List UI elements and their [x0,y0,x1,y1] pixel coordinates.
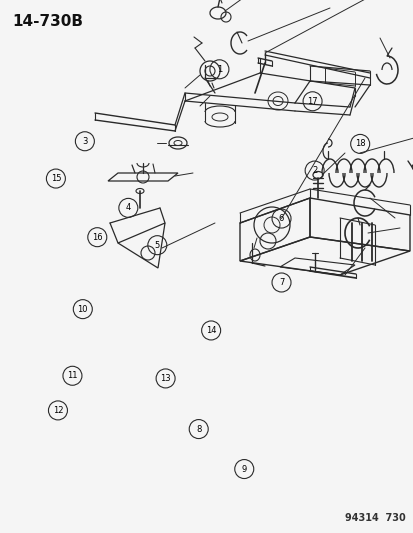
Text: 4: 4 [126,204,131,212]
Text: 6: 6 [278,214,283,223]
Text: 12: 12 [52,406,63,415]
Text: 5: 5 [154,241,159,249]
Text: 2: 2 [311,166,316,175]
Text: 1: 1 [216,65,221,74]
Text: 14: 14 [205,326,216,335]
Text: 18: 18 [354,140,365,148]
Text: 3: 3 [82,137,87,146]
Text: 15: 15 [50,174,61,183]
Text: 16: 16 [92,233,102,241]
Text: 94314  730: 94314 730 [344,513,405,523]
Text: 10: 10 [77,305,88,313]
Text: 11: 11 [67,372,78,380]
Text: 7: 7 [278,278,283,287]
Text: 13: 13 [160,374,171,383]
Text: 17: 17 [306,97,317,106]
Text: 14-730B: 14-730B [12,14,83,29]
Text: 8: 8 [196,425,201,433]
Text: 9: 9 [241,465,246,473]
